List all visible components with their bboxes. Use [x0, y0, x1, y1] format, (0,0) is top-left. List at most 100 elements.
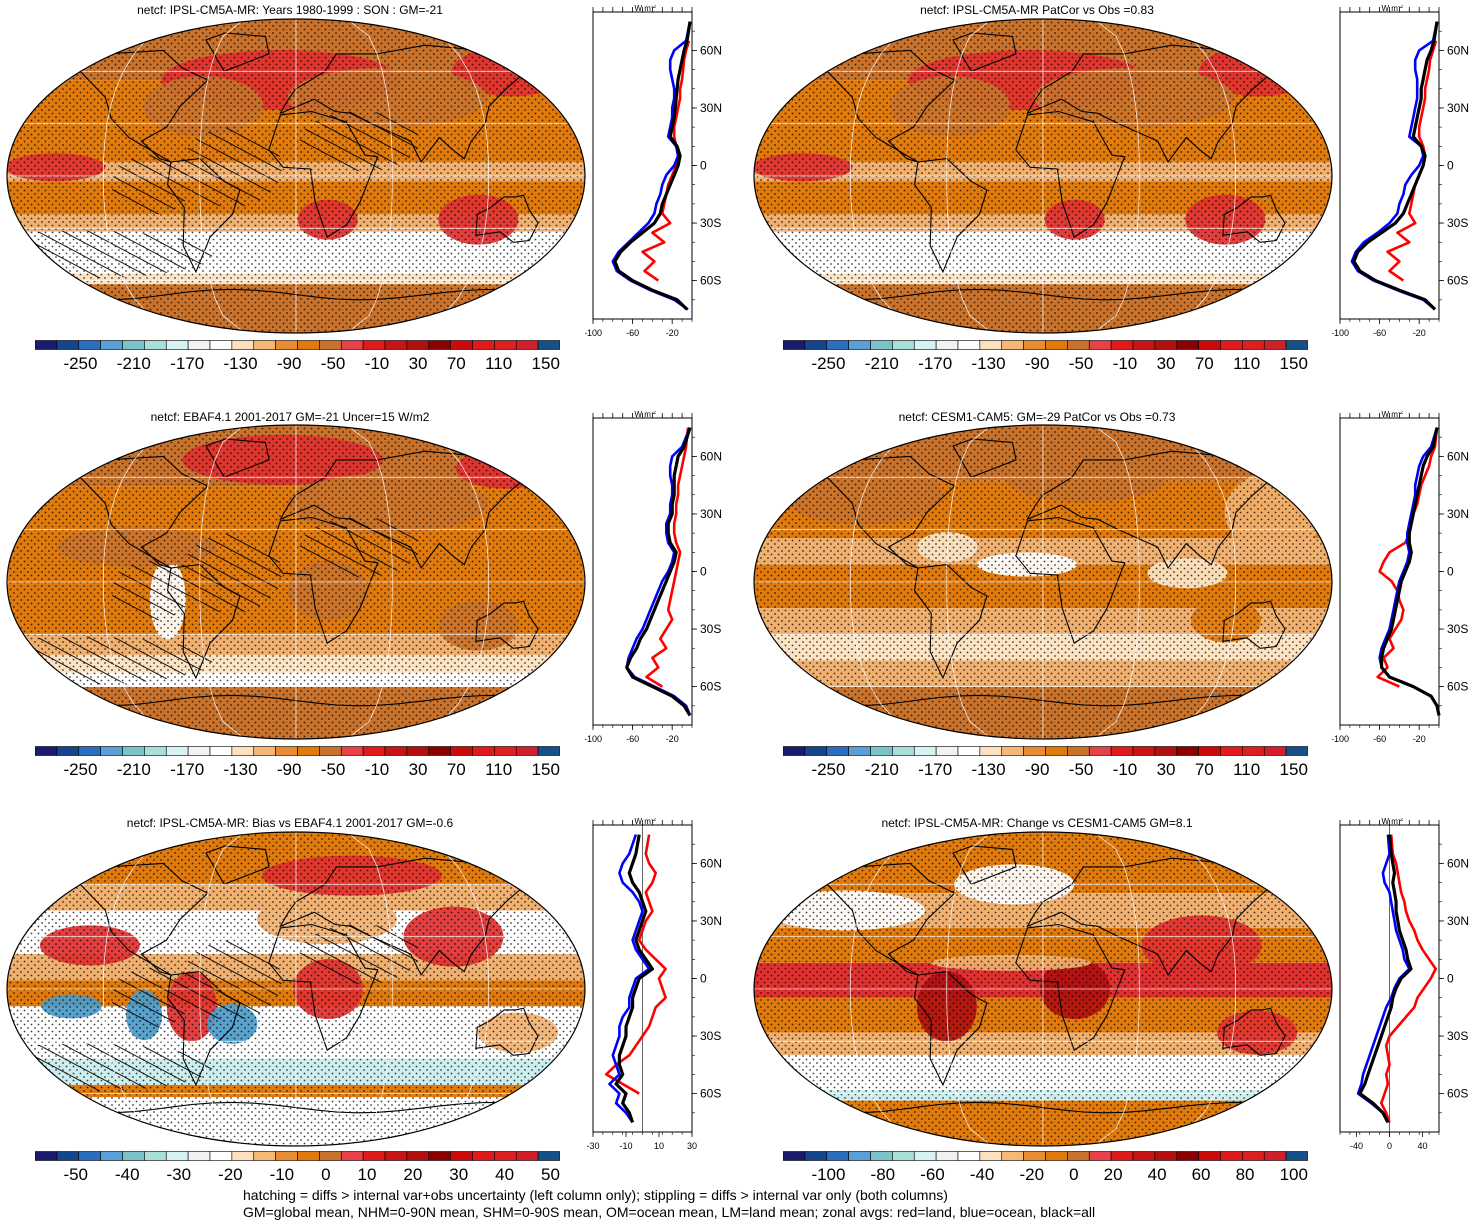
colorbar-swatch	[122, 1151, 145, 1161]
zonal-line-all	[1352, 21, 1439, 311]
map-panel-5	[6, 831, 586, 1147]
colorbar-swatch	[1176, 746, 1199, 756]
colorbar-swatch	[144, 340, 167, 350]
colorbar-swatch	[494, 340, 517, 350]
panel-title-1: netcf: IPSL-CM5A-MR: Years 1980-1999 : S…	[137, 3, 443, 17]
zonal-lat-tick: 60N	[700, 856, 722, 870]
zonal-lat-tick: 30S	[1447, 216, 1468, 230]
zonal-lat-tick: 0	[1447, 159, 1454, 173]
colorbar-2	[783, 340, 1308, 350]
colorbar-swatch	[384, 1151, 408, 1161]
map-panel-2	[753, 18, 1333, 334]
colorbar-swatch	[1001, 340, 1024, 350]
colorbar-swatch	[870, 1151, 893, 1161]
zonal-unit-label: W m-2	[1382, 411, 1404, 419]
colorbar-swatch	[297, 340, 320, 350]
colorbar-swatch	[406, 746, 430, 756]
colorbar-label: 110	[1233, 354, 1261, 373]
colorbar-swatch	[870, 746, 893, 756]
zonal-value-tick: -60	[626, 734, 639, 744]
colorbar-swatch	[935, 746, 959, 756]
colorbar-label: -130	[971, 760, 1006, 779]
colorbar-swatch	[428, 1151, 451, 1161]
zonal-lat-tick: 60S	[1447, 274, 1468, 288]
colorbar-label: 30	[1156, 354, 1176, 373]
zonal-value-tick: 40	[1417, 1141, 1427, 1151]
zonal-line-land	[1380, 834, 1437, 1123]
zonal-lat-tick: 60S	[1447, 1087, 1468, 1101]
colorbar-swatch	[1220, 1151, 1243, 1161]
colorbar-label: -250	[63, 760, 98, 779]
zonal-value-tick: -30	[586, 1141, 599, 1151]
colorbar-swatch	[384, 746, 408, 756]
colorbar-swatch	[340, 746, 364, 756]
colorbar-swatch	[1176, 340, 1199, 350]
colorbar-swatch	[1285, 746, 1308, 756]
colorbar-swatch	[804, 340, 828, 350]
zonal-lat-tick: 30N	[1447, 914, 1469, 928]
zonal-value-tick: -60	[1373, 734, 1386, 744]
colorbar-swatch	[1154, 746, 1178, 756]
colorbar-swatch	[892, 340, 915, 350]
zonal-value-tick: -20	[666, 328, 679, 338]
zonal-mean-plot-1: W m-2 60N 30N 0 30S 60S -100 -60 -20	[585, 5, 722, 338]
map-panel-3	[6, 424, 586, 740]
colorbar-label: -50	[320, 354, 346, 373]
colorbar-swatch	[1023, 340, 1046, 350]
colorbar-labels: -100 -80 -60 -40 -20 0 20 40 60 80 100	[811, 1165, 1308, 1185]
colorbar-swatch	[100, 746, 123, 756]
colorbar-label: -90	[1024, 354, 1050, 373]
colorbar-label: -170	[170, 354, 205, 373]
colorbar-swatch	[362, 1151, 386, 1161]
colorbar-swatch	[1110, 746, 1134, 756]
colorbar-label: 110	[485, 354, 513, 373]
colorbar-swatch	[1242, 340, 1265, 350]
zonal-lat-tick: 60N	[700, 43, 722, 57]
panel-title-5: netcf: IPSL-CM5A-MR: Bias vs EBAF4.1 200…	[126, 816, 454, 830]
zonal-value-tick: -100	[1332, 734, 1349, 744]
zonal-value-tick: -100	[585, 328, 602, 338]
colorbar-swatch	[56, 746, 80, 756]
zonal-line-all	[613, 21, 692, 311]
colorbar-swatch	[406, 340, 430, 350]
zonal-line-all	[625, 427, 692, 717]
zonal-value-tick: 30	[687, 1141, 697, 1151]
zonal-line-all	[1358, 834, 1413, 1124]
colorbar-swatch	[1067, 340, 1090, 350]
colorbar-swatch	[892, 1151, 915, 1161]
colorbar-swatch	[78, 746, 101, 756]
colorbar-swatch	[979, 1151, 1003, 1161]
zonal-lat-tick: 30N	[1447, 507, 1469, 521]
colorbar-labels: -250 -210 -170 -130 -90 -50 -10 30 70 110 150	[63, 354, 560, 374]
zonal-line-ocean	[1378, 427, 1441, 716]
colorbar-3	[35, 746, 560, 756]
zonal-lat-tick: 30S	[700, 1029, 721, 1043]
colorbar-swatch	[340, 1151, 364, 1161]
zonal-lat-tick: 60N	[1447, 43, 1469, 57]
colorbar-label: 0	[1069, 1165, 1079, 1184]
colorbar-label: 150	[1279, 760, 1308, 779]
colorbar-swatch	[957, 1151, 981, 1161]
colorbar-swatch	[122, 746, 145, 756]
colorbar-label: -20	[1019, 1165, 1045, 1184]
colorbar-label: 150	[1279, 354, 1308, 373]
colorbar-label: 30	[449, 1165, 469, 1184]
colorbar-label: -210	[116, 354, 151, 373]
colorbar-label: -130	[971, 354, 1006, 373]
colorbar-swatch	[1132, 340, 1156, 350]
colorbar-swatch	[450, 746, 473, 756]
colorbar-swatch	[1154, 340, 1178, 350]
colorbar-swatch	[275, 1151, 298, 1161]
colorbar-swatch	[537, 1151, 560, 1161]
colorbar-label: -10	[364, 354, 390, 373]
zonal-lat-tick: 60S	[700, 1087, 721, 1101]
colorbar-swatch	[319, 746, 342, 756]
map-panel-6	[753, 831, 1333, 1147]
zonal-lat-tick: 60S	[700, 680, 721, 694]
colorbar-label: 30	[1156, 760, 1176, 779]
colorbar-label: 70	[446, 354, 466, 373]
colorbar-swatch	[319, 1151, 342, 1161]
colorbar-label: 70	[446, 760, 466, 779]
colorbar-swatch	[1198, 340, 1221, 350]
colorbar-swatch	[319, 340, 342, 350]
